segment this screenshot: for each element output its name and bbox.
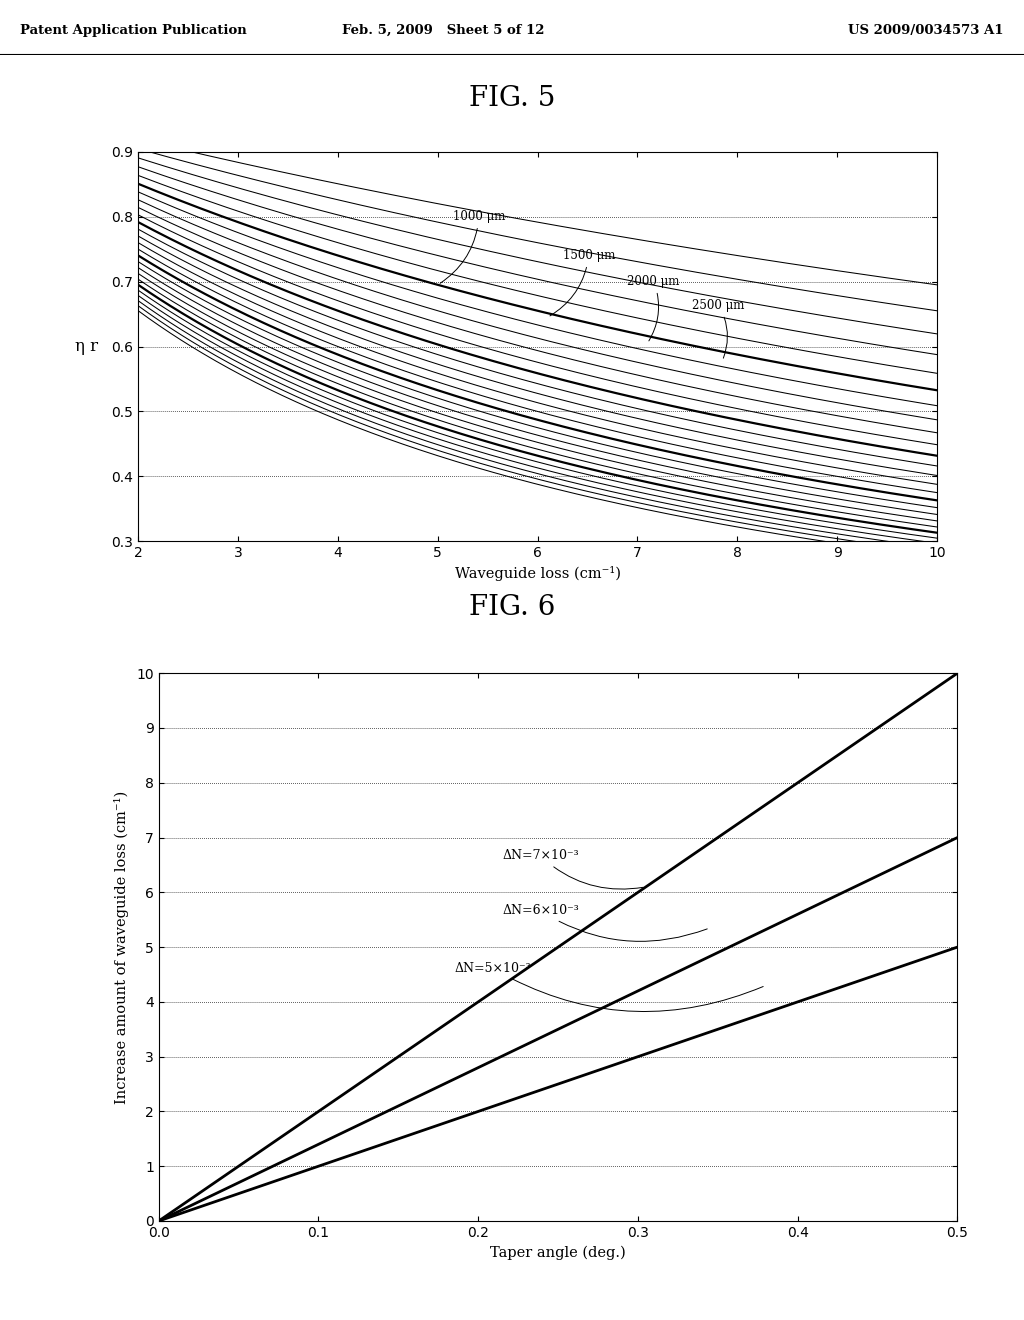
Text: ΔN=5×10⁻³: ΔN=5×10⁻³: [455, 962, 763, 1011]
Text: 1000 μm: 1000 μm: [440, 210, 505, 284]
Y-axis label: η r: η r: [75, 338, 98, 355]
Text: US 2009/0034573 A1: US 2009/0034573 A1: [848, 24, 1004, 37]
Text: ΔN=7×10⁻³: ΔN=7×10⁻³: [502, 850, 643, 890]
X-axis label: Taper angle (deg.): Taper angle (deg.): [490, 1245, 626, 1259]
Text: Patent Application Publication: Patent Application Publication: [20, 24, 247, 37]
Text: 1500 μm: 1500 μm: [550, 249, 615, 315]
Text: ΔN=6×10⁻³: ΔN=6×10⁻³: [502, 904, 708, 941]
Text: 2000 μm: 2000 μm: [628, 275, 680, 341]
X-axis label: Waveguide loss (cm⁻¹): Waveguide loss (cm⁻¹): [455, 565, 621, 581]
Text: FIG. 5: FIG. 5: [469, 86, 555, 112]
Text: FIG. 6: FIG. 6: [469, 594, 555, 620]
Y-axis label: Increase amount of waveguide loss (cm⁻¹): Increase amount of waveguide loss (cm⁻¹): [115, 791, 129, 1104]
Text: Feb. 5, 2009   Sheet 5 of 12: Feb. 5, 2009 Sheet 5 of 12: [342, 24, 545, 37]
Text: 2500 μm: 2500 μm: [692, 298, 744, 358]
